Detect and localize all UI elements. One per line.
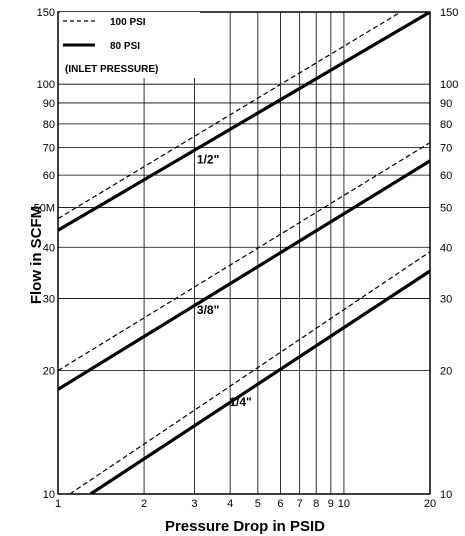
series-line [58, 12, 430, 232]
y-tick-label-left: 90 [43, 98, 55, 110]
x-tick-label: 4 [227, 498, 233, 510]
x-tick-label: 20 [424, 498, 436, 510]
y-tick-label-right: 90 [440, 98, 452, 110]
y-tick-label-left: 20 [43, 366, 55, 378]
plot-frame [57, 11, 431, 495]
grid-lines [57, 11, 431, 495]
series-line [58, 12, 402, 220]
series-line [58, 142, 430, 372]
x-tick-label: 6 [277, 498, 283, 510]
y-tick-label-left: 100 [37, 79, 55, 91]
series-annotation: 1/2" [197, 153, 219, 167]
y-tick-label-left: 80 [43, 119, 55, 131]
y-tick-label-right: 80 [440, 119, 452, 131]
legend-label-80psi: 80 PSI [110, 41, 140, 52]
series-line [69, 251, 430, 494]
y-tick-label-right: 100 [440, 79, 458, 91]
x-tick-label: 10 [338, 498, 350, 510]
y-tick-label-left: 70 [43, 143, 55, 155]
series-annotation: 1/4" [229, 395, 251, 409]
y-tick-label-right: 10 [440, 489, 452, 501]
x-tick-label: 1 [55, 498, 61, 510]
y-axis-title: Flow in SCFM [28, 206, 45, 304]
y-tick-label-right: 20 [440, 366, 452, 378]
y-tick-label-left: 150 [37, 7, 55, 19]
y-tick-label-left: 50M [34, 203, 55, 215]
y-tick-label-left: 10 [43, 489, 55, 501]
y-tick-label-right: 30 [440, 293, 452, 305]
x-tick-label: 7 [297, 498, 303, 510]
y-tick-label-left: 30 [43, 293, 55, 305]
y-tick-label-left: 40 [43, 242, 55, 254]
x-tick-label: 5 [255, 498, 261, 510]
y-tick-label-right: 150 [440, 7, 458, 19]
series-line [89, 269, 430, 494]
x-tick-label: 8 [313, 498, 319, 510]
series-annotation: 3/8" [197, 303, 219, 317]
y-tick-label-left: 60 [43, 170, 55, 182]
y-tick-labels: 10 10 20 20 30 30 40 40 50M 50 60 60 70 70 80 80 90 90 100… [34, 7, 459, 501]
x-axis-title: Pressure Drop in PSID [165, 518, 325, 535]
legend-note-inlet-pressure: (INLET PRESSURE) [65, 64, 158, 75]
x-tick-label: 3 [191, 498, 197, 510]
legend: 100 PSI 80 PSI (INLET PRESSURE) [60, 12, 200, 78]
y-tick-label-right: 50 [440, 203, 452, 215]
x-tick-label: 9 [328, 498, 334, 510]
x-tick-labels: 1 2 3 4 5 6 7 8 9 10 20 [55, 498, 436, 510]
y-tick-label-right: 40 [440, 242, 452, 254]
series-annotations: 1/2" 3/8" 1/4" [197, 153, 252, 409]
x-tick-label: 2 [141, 498, 147, 510]
series-line [58, 159, 430, 391]
legend-label-100psi: 100 PSI [110, 17, 146, 28]
y-tick-label-right: 60 [440, 170, 452, 182]
y-tick-label-right: 70 [440, 143, 452, 155]
series-lines [58, 12, 430, 494]
